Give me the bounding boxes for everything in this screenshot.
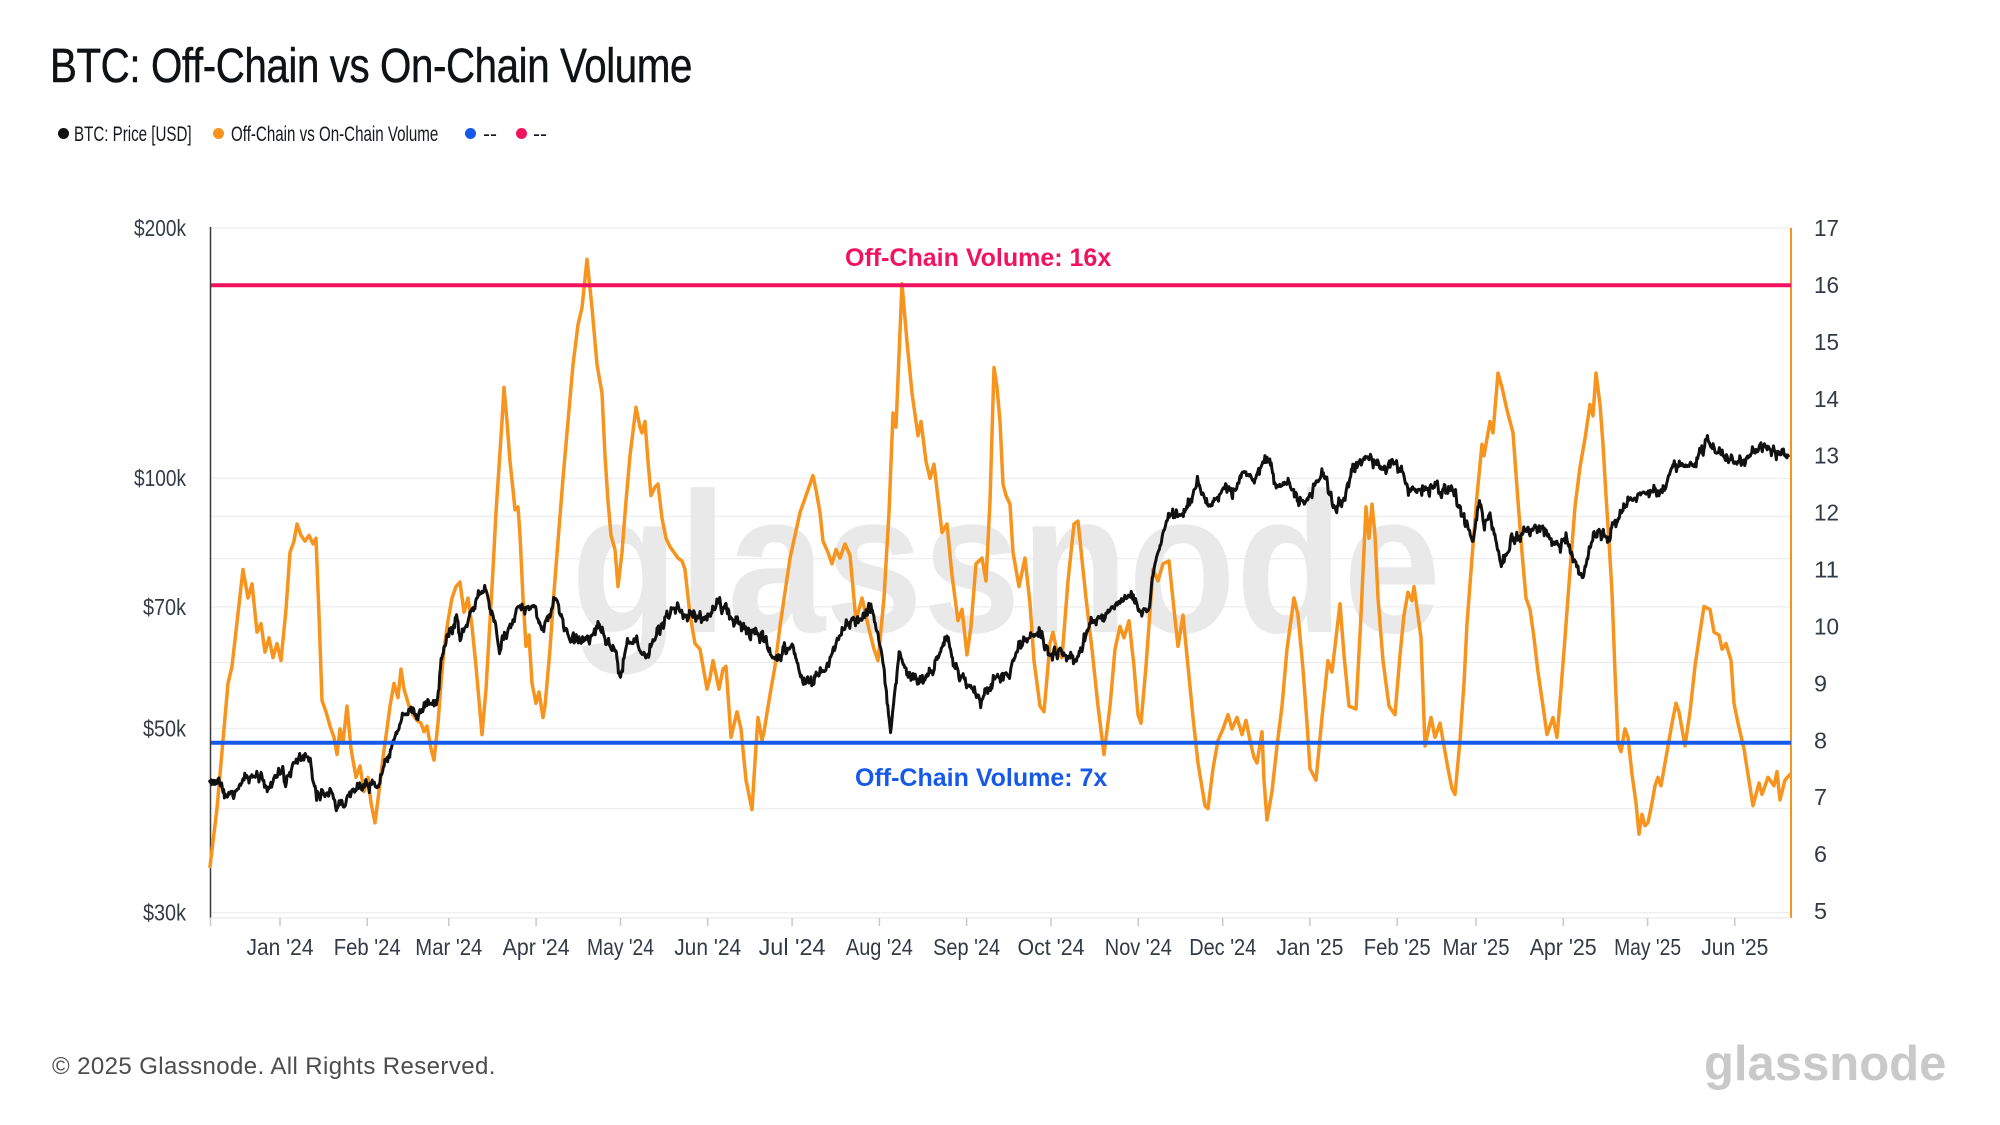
svg-text:12: 12 [1814,500,1839,526]
svg-text:Apr '25: Apr '25 [1530,934,1597,960]
svg-text:Sep '24: Sep '24 [933,934,1000,960]
svg-text:8: 8 [1814,727,1827,753]
svg-text:Jan '24: Jan '24 [247,934,314,960]
svg-text:16: 16 [1814,272,1839,298]
svg-text:Jan '25: Jan '25 [1276,934,1343,960]
svg-text:9: 9 [1814,670,1827,696]
svg-text:5: 5 [1814,898,1827,924]
svg-text:10: 10 [1814,613,1839,639]
svg-text:Feb '25: Feb '25 [1364,934,1431,960]
svg-text:Apr '24: Apr '24 [503,934,570,960]
svg-text:11: 11 [1814,557,1839,583]
svg-text:17: 17 [1814,215,1839,241]
svg-text:Dec '24: Dec '24 [1189,934,1256,960]
svg-text:May '24: May '24 [587,934,654,960]
svg-text:May '25: May '25 [1614,934,1681,960]
svg-text:Off-Chain Volume: 16x: Off-Chain Volume: 16x [845,244,1111,272]
svg-text:6: 6 [1814,841,1827,867]
svg-text:Mar '24: Mar '24 [415,934,482,960]
svg-text:13: 13 [1814,443,1839,469]
svg-text:15: 15 [1814,329,1839,355]
svg-text:glassnode: glassnode [571,452,1441,675]
svg-text:Mar '25: Mar '25 [1443,934,1510,960]
svg-text:$100k: $100k [134,465,186,491]
svg-text:14: 14 [1814,386,1839,412]
svg-text:Nov '24: Nov '24 [1105,934,1172,960]
svg-text:Oct '24: Oct '24 [1018,934,1085,960]
svg-text:$50k: $50k [143,715,186,741]
svg-text:Jul '24: Jul '24 [759,934,826,960]
svg-text:Aug '24: Aug '24 [846,934,913,960]
svg-text:Jun '24: Jun '24 [674,934,741,960]
svg-text:$30k: $30k [143,900,186,926]
svg-text:7: 7 [1814,784,1827,810]
svg-text:$70k: $70k [143,594,186,620]
svg-text:Off-Chain Volume: 7x: Off-Chain Volume: 7x [855,764,1107,792]
svg-text:Feb '24: Feb '24 [334,934,401,960]
svg-text:Jun '25: Jun '25 [1701,934,1768,960]
svg-text:$200k: $200k [134,215,186,241]
